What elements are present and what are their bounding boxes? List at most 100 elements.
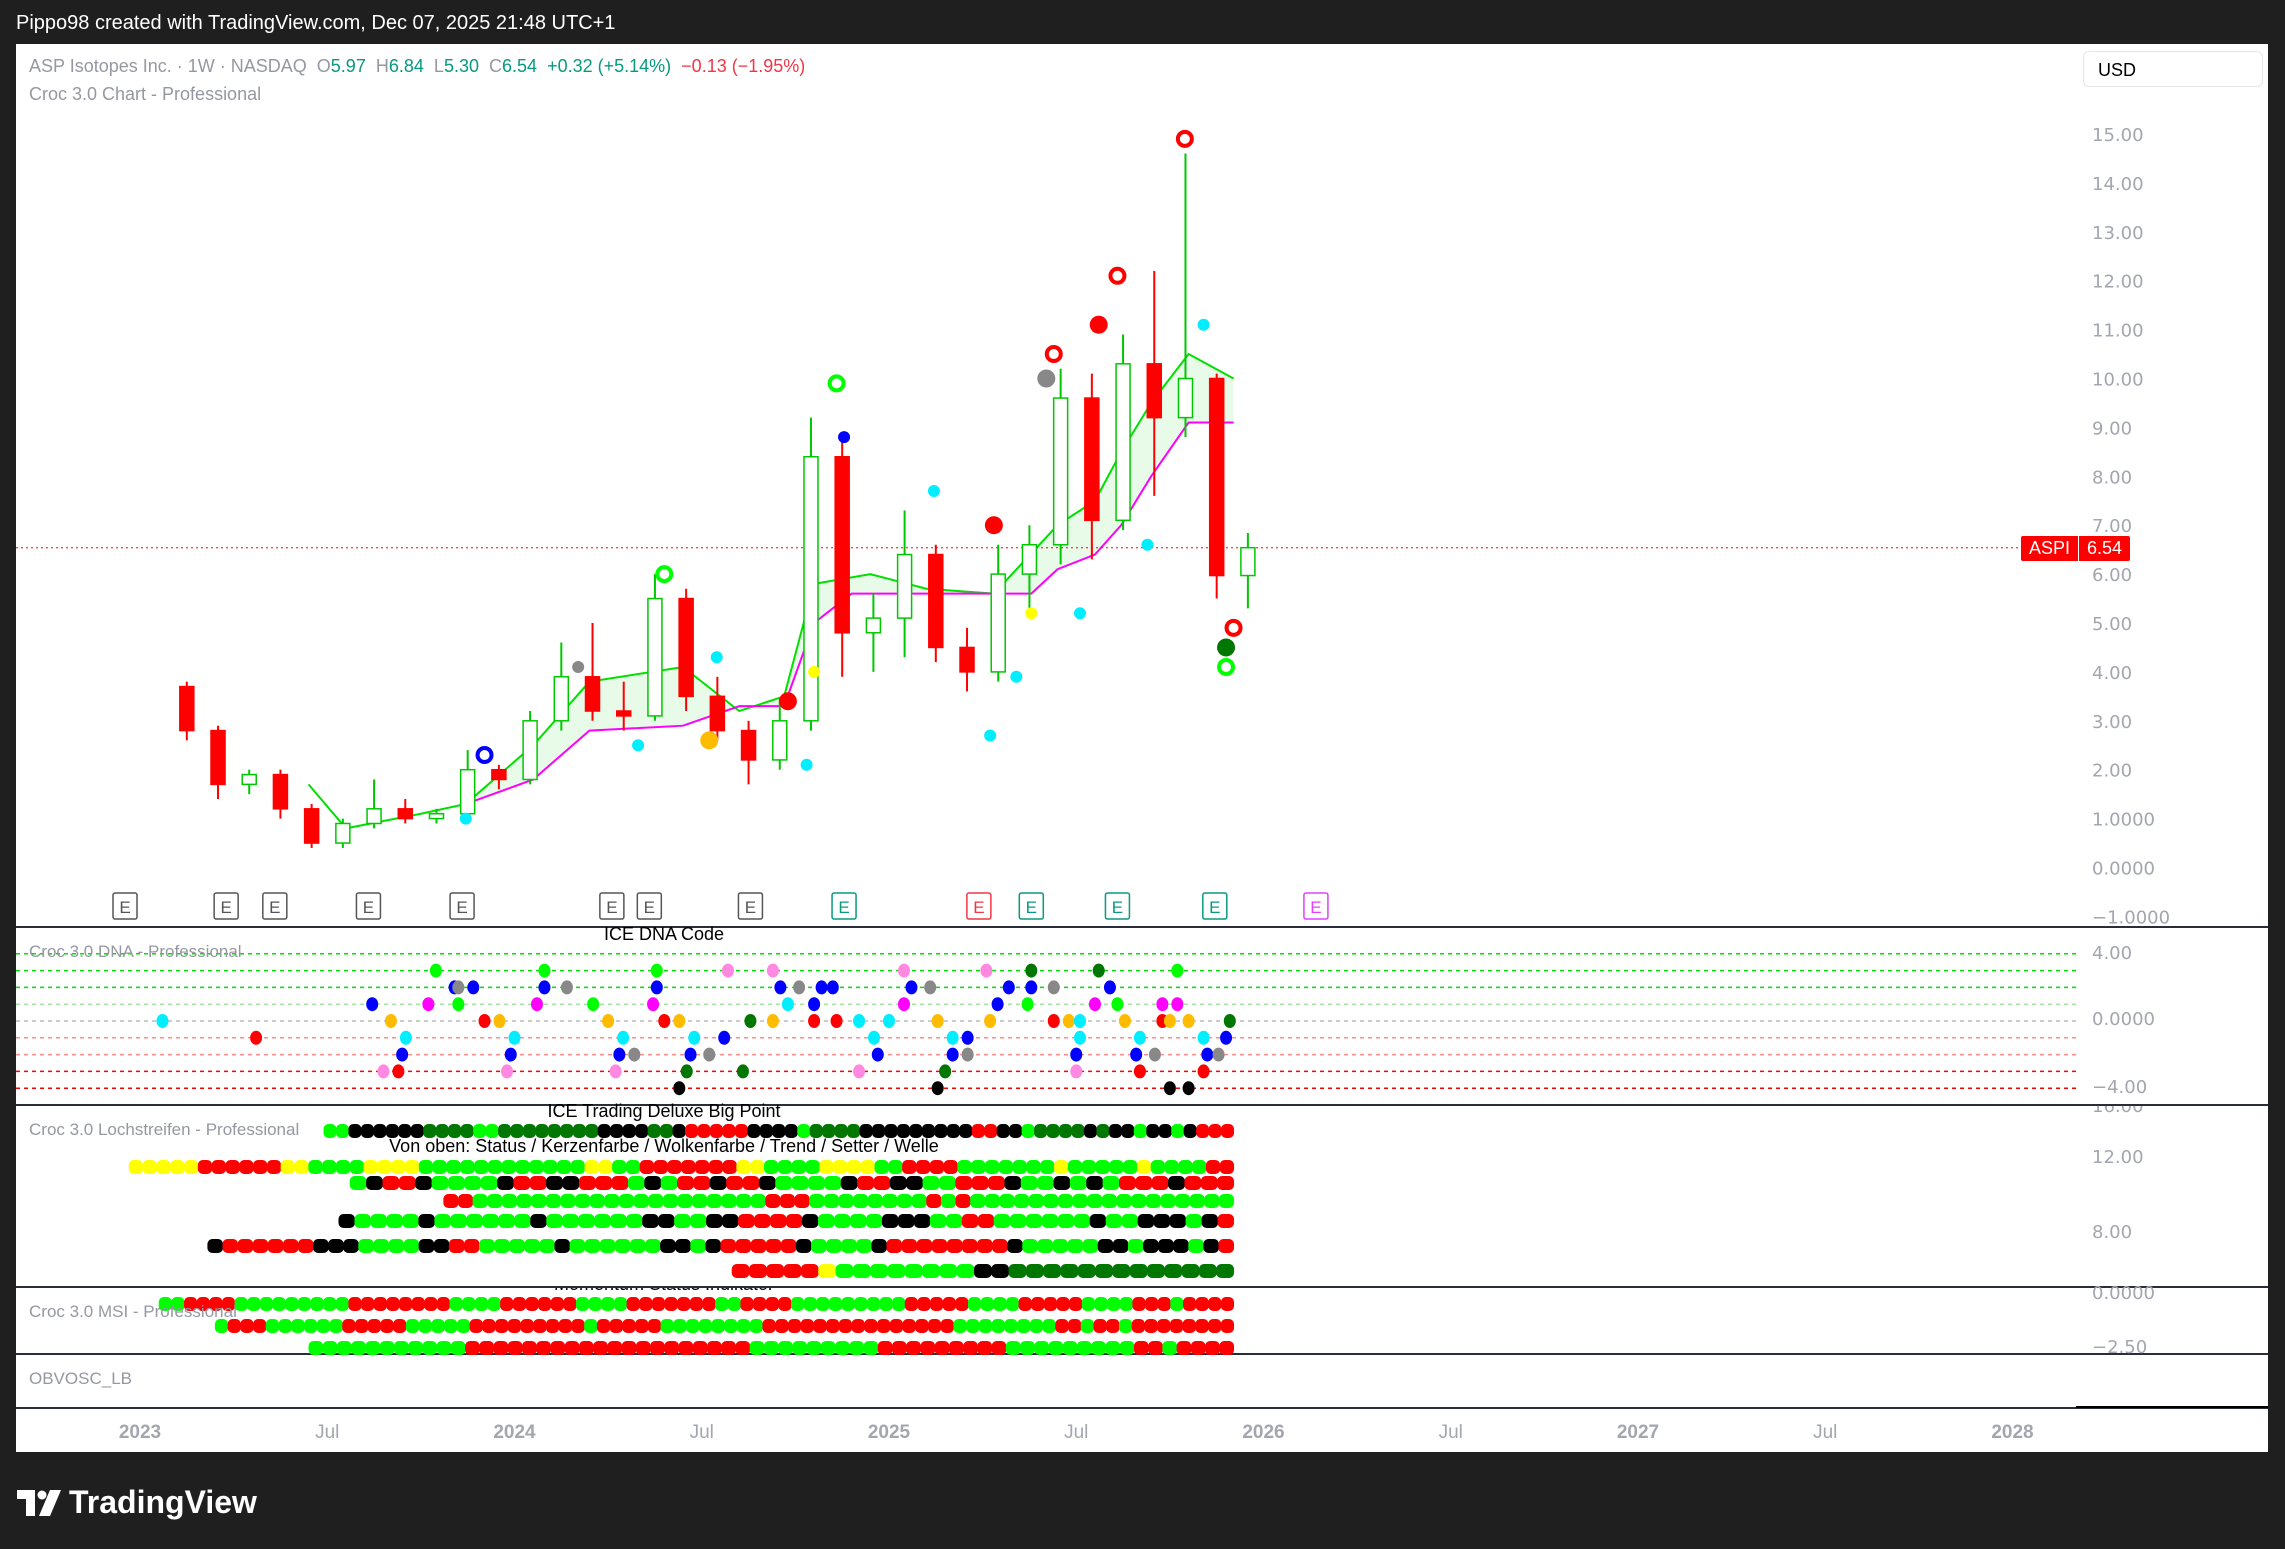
- msi-row-segment: [1190, 1341, 1206, 1355]
- msi-row-segment: [393, 1341, 409, 1355]
- strip-row-segment: [856, 1239, 872, 1253]
- price-tick: 14.00: [2092, 174, 2144, 195]
- dna-dot: [808, 997, 821, 1012]
- candle: [584, 623, 601, 721]
- strip-row-segment: [750, 1194, 766, 1208]
- msi-row-segment: [790, 1297, 805, 1311]
- earnings-marker: [1303, 892, 1329, 920]
- close-value: 6.54: [502, 56, 538, 76]
- time-tick: Jul: [315, 1422, 339, 1443]
- pane-title-strip: ICE Trading Deluxe Big Point: [547, 1101, 781, 1121]
- dna-dot: [1047, 1014, 1060, 1028]
- pane-label-dna[interactable]: Croc 3.0 DNA - Professional: [29, 942, 242, 961]
- strip-row-segment: [398, 1124, 412, 1138]
- strip-row-segment: [984, 1160, 1000, 1174]
- dna-dot: [429, 963, 442, 978]
- dna-dot: [924, 980, 937, 995]
- strip-row-segment: [599, 1239, 616, 1253]
- signal-dot-marker: [1025, 607, 1038, 620]
- signal-dot-marker: [838, 431, 851, 444]
- strip-row-segment: [938, 1176, 956, 1190]
- signal-dot-marker: [808, 665, 821, 678]
- msi-row-segment: [967, 1297, 982, 1311]
- strip-row-segment: [1067, 1160, 1083, 1174]
- strip-row-segment: [946, 1124, 960, 1138]
- msi-row-segment: [934, 1341, 950, 1355]
- strip-row-segment: [735, 1239, 752, 1253]
- strip-row-segment: [857, 1176, 874, 1190]
- msi-row-segment: [820, 1341, 836, 1355]
- signal-ring-marker: [655, 565, 674, 584]
- strip-row-segment: [1057, 1194, 1074, 1208]
- msi-row-segment: [184, 1297, 198, 1311]
- dna-dot: [1182, 1014, 1195, 1028]
- strip-row-segment: [722, 1124, 736, 1138]
- signal-dot-marker: [459, 812, 472, 825]
- dna-dot: [609, 1064, 622, 1079]
- candle-body: [459, 768, 476, 815]
- earnings-label: E: [1026, 898, 1037, 917]
- signal-dot-marker: [927, 484, 940, 497]
- msi-row-segment: [650, 1341, 665, 1355]
- strip-row-segment: [1137, 1214, 1155, 1228]
- strip-row-segment: [685, 1124, 698, 1138]
- strip-row-segment: [1067, 1239, 1084, 1253]
- msi-row-segment: [596, 1319, 611, 1333]
- strip-row-segment: [1077, 1264, 1096, 1278]
- candle: [1052, 368, 1069, 565]
- strip-row-segment: [765, 1239, 782, 1253]
- strip-row-segment: [859, 1124, 873, 1138]
- strip-row-segment: [977, 1239, 993, 1253]
- candle-body: [1208, 377, 1225, 577]
- dna-dot: [560, 980, 573, 995]
- msi-row-segment: [1145, 1297, 1159, 1311]
- strip-row-segment: [1105, 1214, 1123, 1228]
- indicator-label-chart[interactable]: Croc 3.0 Chart - Professional: [29, 84, 262, 104]
- earnings-marker: [966, 892, 992, 920]
- pane-label-strip[interactable]: Croc 3.0 Lochstreifen - Professional: [29, 1120, 300, 1139]
- price-tag-value: 6.54: [2078, 536, 2130, 561]
- strip-row-segment: [1198, 1264, 1217, 1278]
- strip-row-segment: [423, 1124, 437, 1138]
- strip-row-segment: [1175, 1194, 1191, 1208]
- strip-row-segment: [1086, 1176, 1104, 1190]
- tradingview-logo[interactable]: TradingView: [17, 1484, 257, 1521]
- strip-row-segment: [612, 1160, 627, 1174]
- earnings-label: E: [973, 898, 984, 917]
- msi-row-segment: [854, 1297, 868, 1311]
- dna-dot: [1111, 997, 1124, 1012]
- msi-row-segment: [304, 1319, 318, 1333]
- signal-dot-marker: [700, 731, 719, 750]
- strip-row-segment: [578, 1176, 596, 1190]
- msi-row-segment: [1068, 1319, 1082, 1333]
- msi-row-segment: [576, 1297, 590, 1311]
- strip-row-segment: [1059, 1124, 1072, 1138]
- strip-row-segment: [921, 1124, 935, 1138]
- signal-ring-marker: [1217, 658, 1236, 677]
- strip-row-segment: [706, 1194, 722, 1208]
- strip-row-segment: [1173, 1239, 1189, 1253]
- msi-row-segment: [1055, 1319, 1069, 1333]
- msi-row-segment: [196, 1297, 210, 1311]
- pane-label-obv[interactable]: OBVOSC_LB: [29, 1369, 132, 1388]
- strip-row-segment: [961, 1214, 979, 1228]
- strip-row-segment: [498, 1124, 511, 1138]
- strip-row-segment: [991, 1264, 1010, 1278]
- strip-row-segment: [722, 1214, 739, 1228]
- msi-row-segment: [826, 1319, 840, 1333]
- strip-row-segment: [886, 1239, 903, 1253]
- strip-row-segment: [539, 1239, 555, 1253]
- strip-row-segment: [721, 1194, 737, 1208]
- earnings-marker: [737, 892, 764, 920]
- strip-row-segment: [370, 1214, 387, 1228]
- strip-row-segment: [435, 1124, 449, 1138]
- pane-label-msi[interactable]: Croc 3.0 MSI - Professional: [29, 1302, 237, 1321]
- strip-row-segment: [726, 1176, 744, 1190]
- candle: [959, 627, 975, 692]
- strip-row-segment: [754, 1214, 771, 1228]
- currency-selector[interactable]: USD: [2083, 51, 2263, 87]
- strip-row-segment: [1073, 1214, 1091, 1228]
- msi-row-segment: [444, 1319, 458, 1333]
- msi-row-segment: [405, 1319, 420, 1333]
